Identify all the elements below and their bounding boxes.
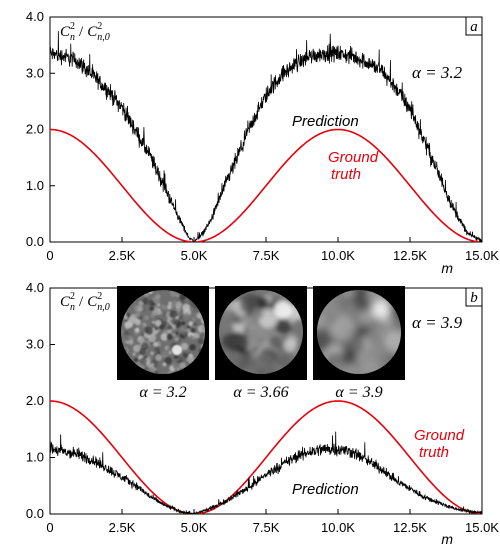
ylabel-b: C2 n / C2 n,0: [60, 291, 110, 313]
panel-b: 0 2.5K 5.0K 7.5K 10.0K 12.5K 15.0K 0.0 1.0 2.0 3.0…: [26, 280, 499, 547]
inset-image-2: [313, 286, 405, 380]
ylabel-num-b: C: [60, 294, 71, 310]
inset-label-0: α = 3.2: [139, 384, 186, 401]
y-tick-label: 3.0: [26, 65, 44, 80]
prediction-label-a: Prediction: [292, 113, 359, 130]
x-tick-label: 2.5K: [109, 520, 136, 535]
ground-truth-label-b-line1: Ground: [414, 427, 465, 444]
ylabel-slash: /: [79, 24, 84, 40]
y-tick-label: 1.0: [26, 178, 44, 193]
x-tick-label: 0: [46, 520, 53, 535]
y-tick-label: 1.0: [26, 450, 44, 465]
alpha-annotation-b: α = 3.9: [412, 313, 463, 332]
xlabel-a: m: [441, 260, 453, 276]
panel-label-a: a: [470, 19, 478, 35]
ylabel-num-sub-b: n: [70, 302, 75, 313]
ylabel-den-b: C: [87, 294, 98, 310]
y-tick-label: 4.0: [26, 9, 44, 24]
x-tick-label: 15.0K: [465, 248, 499, 263]
ylabel-num: C: [60, 24, 71, 40]
ylabel-den-sup-b: 2: [97, 291, 102, 302]
x-tick-label: 2.5K: [109, 248, 136, 263]
ground-truth-label-a-line1: Ground: [328, 149, 379, 166]
ticks-b: 0 2.5K 5.0K 7.5K 10.0K 12.5K 15.0K 0.0 1.0 2.0 3.0…: [26, 280, 499, 535]
ground-truth-line-a: [50, 128, 482, 242]
ylabel-den-sub-b: n,0: [97, 302, 110, 313]
panel-label-b: b: [470, 290, 478, 306]
inset-label-2: α = 3.9: [335, 384, 382, 401]
ground-truth-line-b: [50, 400, 482, 514]
inset-image-0: [117, 286, 209, 380]
y-tick-label: 2.0: [26, 122, 44, 137]
ground-truth-label-b: Ground truth: [414, 427, 468, 461]
ground-truth-label-b-line2: truth: [419, 444, 449, 461]
ylabel-den-sup: 2: [97, 21, 102, 32]
x-tick-label: 7.5K: [253, 248, 280, 263]
panel-label-box-a: [465, 16, 483, 36]
y-tick-label: 2.0: [26, 393, 44, 408]
ylabel-num-sup-b: 2: [70, 291, 75, 302]
y-tick-label: 0.0: [26, 234, 44, 249]
y-tick-label: 0.0: [26, 506, 44, 521]
x-tick-label: 7.5K: [253, 520, 280, 535]
ground-truth-label-a: Ground truth: [328, 149, 382, 183]
xlabel-b: m: [441, 531, 453, 547]
x-tick-label: 12.5K: [393, 520, 427, 535]
x-tick-label: 5.0K: [181, 520, 208, 535]
ylabel-slash-b: /: [79, 294, 84, 310]
ylabel-den: C: [87, 24, 98, 40]
prediction-label-b: Prediction: [292, 481, 359, 498]
ylabel-num-sub: n: [70, 32, 75, 43]
prediction-line-a: [50, 31, 482, 242]
y-tick-label: 4.0: [26, 280, 44, 295]
panel-a: 0 2.5K 5.0K 7.5K 10.0K 12.5K 15.0K 0.0 1.0 2.0 3.0…: [26, 9, 499, 276]
inset-image-1: [215, 286, 307, 380]
inset-label-1: α = 3.66: [233, 384, 288, 401]
ylabel-den-sub: n,0: [97, 32, 110, 43]
ylabel-num-sup: 2: [70, 21, 75, 32]
x-tick-label: 10.0K: [321, 248, 355, 263]
alpha-annotation-a: α = 3.2: [412, 63, 463, 82]
x-tick-label: 5.0K: [181, 248, 208, 263]
ticks-a: 0 2.5K 5.0K 7.5K 10.0K 12.5K 15.0K 0.0 1.0 2.0 3.0…: [26, 9, 499, 263]
ground-truth-label-a-line2: truth: [331, 166, 361, 183]
x-tick-label: 10.0K: [321, 520, 355, 535]
ylabel-a: C2 n / C2 n,0: [60, 21, 110, 43]
y-tick-label: 3.0: [26, 337, 44, 352]
x-tick-label: 12.5K: [393, 248, 427, 263]
panel-label-box-b: [465, 287, 483, 307]
x-tick-label: 0: [46, 248, 53, 263]
prediction-line-b: [50, 431, 482, 514]
x-tick-label: 15.0K: [465, 520, 499, 535]
